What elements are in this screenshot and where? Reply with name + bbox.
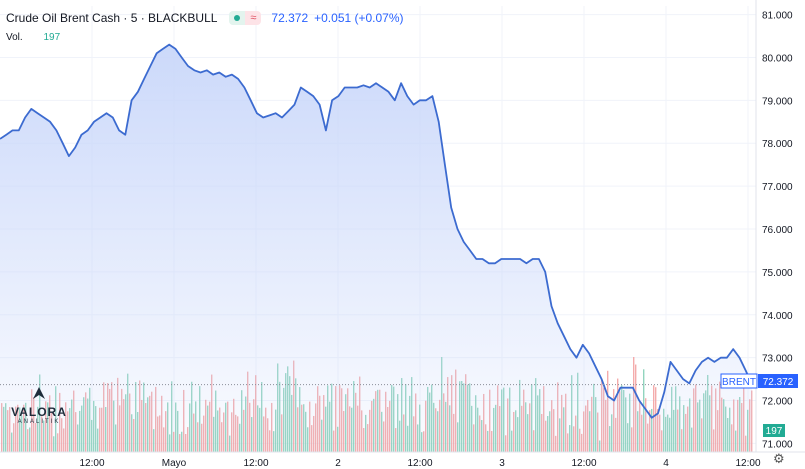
logo-subtitle: ANALITIK [17,419,61,425]
price-tick-label: 78.000 [762,139,793,150]
price-area-fill [0,44,752,452]
volume-badge-value: 197 [766,426,783,437]
logo-mark-icon [33,387,45,399]
volume-legend[interactable]: Vol. 197 [6,32,60,43]
settings-gear-icon[interactable]: ⚙ [773,451,785,466]
brent-label-name-box [720,373,758,389]
symbol-title[interactable]: Crude Oil Brent Cash · 5 · BLACKBULL [6,11,218,25]
volume-label: Vol. [6,32,23,43]
price-tick-label: 71.000 [762,439,793,450]
approx-icon: ≈ [245,11,262,25]
time-tick-label: Mayo [162,458,187,469]
price-tick-label: 73.000 [762,354,793,365]
chart-legend: Crude Oil Brent Cash · 5 · BLACKBULL ≈ 7… [6,11,404,25]
price-tick-label: 77.000 [762,182,793,193]
price-tick-label: 79.000 [762,96,793,107]
price-tick-label: 72.000 [762,397,793,408]
time-tick-label: 3 [499,458,505,469]
valora-logo: VALORA ANALITIK [8,386,70,425]
logo-word: VALORA [11,405,67,419]
time-tick-label: 12:00 [243,458,268,469]
time-axis-labels: 12:00 Mayo 12:00 2 12:00 3 12:00 4 12:00 [79,458,760,469]
time-tick-label: 12:00 [571,458,596,469]
price-tick-label: 75.000 [762,268,793,279]
brent-label-name: BRENT [722,377,756,388]
price-tick-label: 74.000 [762,311,793,322]
time-tick-label: 12:00 [79,458,104,469]
brent-price-label: BRENT 72.372 [720,373,798,389]
price-axis-labels: 81.000 80.000 79.000 78.000 77.000 76.000 75.0… [762,11,793,451]
brent-label-value-box [758,374,798,388]
price-line [0,43,753,419]
price-tick-label: 76.000 [762,225,793,236]
price-change: +0.051 (+0.07%) [314,11,404,25]
volume-badge-box [763,424,785,437]
brent-label-value: 72.372 [763,377,794,388]
market-open-icon [229,11,246,25]
time-tick-label: 4 [663,458,669,469]
time-tick-label: 12:00 [407,458,432,469]
market-status-pill[interactable]: ≈ [229,11,262,25]
price-tick-label: 80.000 [762,53,793,64]
time-tick-label: 12:00 [735,458,760,469]
time-tick-label: 2 [335,458,341,469]
volume-badge: 197 [763,424,785,437]
price-tick-label: 81.000 [762,11,793,22]
last-price: 72.372 [271,11,309,25]
volume-value: 197 [43,32,61,43]
